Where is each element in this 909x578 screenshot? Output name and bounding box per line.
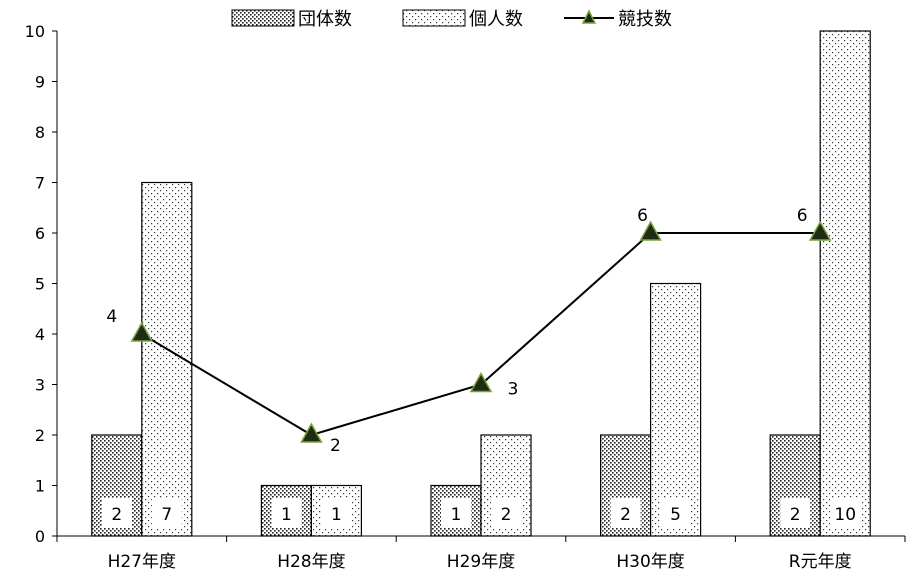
line-path-series-2 xyxy=(141,232,821,437)
line-point-series-2 xyxy=(130,321,154,342)
x-axis: H27年度 H28年度 H29年度 H30年度 R元年度 xyxy=(56,535,906,572)
bar-label-box xyxy=(441,498,471,528)
x-tick-label: R元年度 xyxy=(789,552,852,572)
bar-data-label: 1 xyxy=(331,505,342,525)
bar-series-1 xyxy=(649,282,702,537)
line-data-label: 3 xyxy=(508,380,519,400)
bar-label-box xyxy=(101,498,132,528)
bar-label-box xyxy=(491,498,521,528)
legend-label-series-1: 個人数 xyxy=(469,9,523,30)
bar-data-label: 2 xyxy=(620,505,631,525)
line-data-label: 6 xyxy=(637,206,648,226)
legend-swatch-series-0 xyxy=(231,9,295,27)
legend-item-series-0: 団体数 xyxy=(231,9,352,30)
legend: 団体数 個人数 競技数 xyxy=(231,9,672,30)
bar-data-label: 1 xyxy=(281,505,292,525)
bar-data-label: 5 xyxy=(670,505,681,525)
x-tick-label: H29年度 xyxy=(447,552,515,572)
line-point-series-2 xyxy=(469,371,493,393)
line-point-series-2 xyxy=(300,422,323,443)
bar-data-label: 2 xyxy=(790,505,801,525)
bar-series-1 xyxy=(819,30,871,537)
y-tick-label: 1 xyxy=(35,477,45,496)
line-data-label: 6 xyxy=(797,206,808,226)
bar-data-label: 2 xyxy=(501,505,512,525)
y-tick-label: 4 xyxy=(35,325,45,344)
legend-label-series-0: 団体数 xyxy=(298,9,352,30)
bar-label-box xyxy=(830,498,861,528)
bar-data-label: 7 xyxy=(161,505,172,525)
bar-label-box xyxy=(780,498,811,528)
y-tick-label: 5 xyxy=(35,275,45,294)
line-data-label: 4 xyxy=(106,307,117,327)
bar-label-box xyxy=(151,498,182,528)
line-point-series-2 xyxy=(639,220,662,241)
line-data-label: 2 xyxy=(330,436,341,456)
y-tick-label: 9 xyxy=(35,73,45,92)
legend-item-series-2: 競技数 xyxy=(564,9,672,30)
bar-data-label: 10 xyxy=(834,505,856,525)
bars: 2 1 1 2 27 1 2 5 10 xyxy=(91,30,871,537)
line-series: 4 2 3 6 6 xyxy=(106,206,832,456)
bar-data-label: 1 xyxy=(451,505,462,525)
y-tick-label: 3 xyxy=(35,376,45,395)
y-tick-label: 10 xyxy=(25,22,45,41)
legend-item-series-1: 個人数 xyxy=(402,9,523,30)
y-tick-label: 7 xyxy=(35,174,45,193)
y-tick-label: 2 xyxy=(35,426,45,445)
bar-data-label: 2 xyxy=(111,505,122,525)
bar-label-box xyxy=(660,498,691,528)
y-tick-label: 0 xyxy=(35,527,45,546)
bar-label-box xyxy=(610,498,641,528)
line-point-series-2 xyxy=(808,220,832,241)
bar-label-box xyxy=(271,498,302,528)
y-tick-label: 8 xyxy=(35,123,45,142)
x-tick-label: H30年度 xyxy=(616,552,684,572)
y-axis: 0 1 2 3 4 5 6 7 8 9 10 xyxy=(25,22,58,546)
bar-label-box xyxy=(321,498,352,528)
x-tick-label: H28年度 xyxy=(277,552,345,572)
y-tick-label: 6 xyxy=(35,224,45,243)
x-tick-label: H27年度 xyxy=(108,552,176,572)
legend-swatch-series-1 xyxy=(402,9,466,27)
legend-label-series-2: 競技数 xyxy=(618,9,672,30)
legend-marker-series-2 xyxy=(581,9,597,24)
